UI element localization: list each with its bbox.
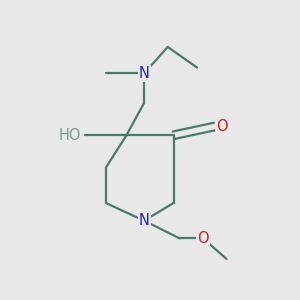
Text: N: N — [139, 213, 149, 228]
Text: O: O — [197, 231, 209, 246]
Text: N: N — [139, 66, 149, 81]
Text: O: O — [216, 119, 228, 134]
Text: HO: HO — [58, 128, 81, 143]
